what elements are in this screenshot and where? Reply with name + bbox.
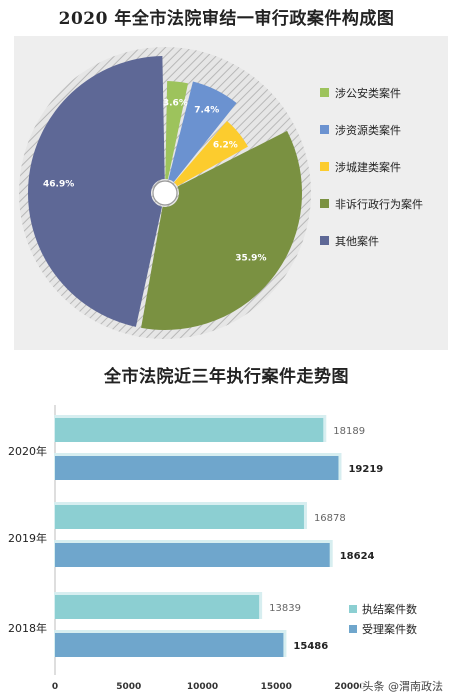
pie-slice-label: 7.4% bbox=[194, 105, 219, 115]
bar-value-label: 18189 bbox=[333, 426, 365, 437]
legend-label: 执结案件数 bbox=[362, 602, 417, 616]
legend-label: 涉城建类案件 bbox=[335, 160, 401, 174]
legend-swatch bbox=[320, 88, 329, 97]
legend-swatch bbox=[320, 199, 329, 208]
x-tick-label: 5000 bbox=[116, 682, 141, 692]
pie-slice-3 bbox=[174, 120, 248, 187]
bar-closed-0 bbox=[55, 418, 324, 442]
legend-swatch bbox=[320, 125, 329, 134]
legend-swatch bbox=[320, 236, 329, 245]
pie-slice-5 bbox=[27, 56, 165, 327]
bar-closed-2 bbox=[55, 595, 260, 619]
pie-center-hole bbox=[152, 180, 178, 206]
pie-slice-label: 35.9% bbox=[235, 254, 266, 264]
bar-value-label: 16878 bbox=[314, 513, 346, 524]
legend-swatch bbox=[349, 625, 357, 633]
bar-value-label: 18624 bbox=[340, 551, 375, 562]
legend-label: 涉公安类案件 bbox=[335, 86, 401, 100]
bar-accepted-0 bbox=[55, 456, 339, 480]
category-label: 2020年 bbox=[8, 444, 47, 458]
pie-slice-label: 3.6% bbox=[163, 99, 188, 109]
bar-chart-title: 全市法院近三年执行案件走势图 bbox=[104, 367, 349, 387]
x-tick-label: 10000 bbox=[187, 682, 218, 692]
pie-chart-title: 2020 年全市法院审结一审行政案件构成图 bbox=[58, 9, 395, 29]
bar-value-label: 19219 bbox=[348, 464, 383, 475]
legend-label: 非诉行政行为案件 bbox=[335, 197, 423, 211]
legend-label: 涉资源类案件 bbox=[335, 123, 401, 137]
legend-label: 受理案件数 bbox=[362, 622, 417, 636]
category-label: 2019年 bbox=[8, 531, 47, 545]
bar-accepted-1 bbox=[55, 543, 330, 567]
bar-closed-1 bbox=[55, 505, 304, 529]
pie-slice-label: 46.9% bbox=[43, 180, 74, 190]
bar-value-label: 13839 bbox=[269, 603, 301, 614]
x-tick-label: 20000 bbox=[334, 682, 365, 692]
category-label: 2018年 bbox=[8, 621, 47, 635]
pie-slice-2 bbox=[168, 81, 237, 183]
legend-label: 其他案件 bbox=[335, 234, 379, 248]
legend-swatch bbox=[349, 605, 357, 613]
legend-swatch bbox=[320, 162, 329, 171]
bar-value-label: 15486 bbox=[293, 641, 328, 652]
watermark-text: 头条 @渭南政法 bbox=[360, 678, 445, 694]
pie-slice-4 bbox=[141, 130, 302, 330]
x-tick-label: 0 bbox=[52, 682, 58, 692]
pie-chart: 3.6% 7.4% 6.2% 35.9% 46.9% bbox=[18, 47, 311, 340]
x-tick-label: 15000 bbox=[261, 682, 292, 692]
pie-slice-1 bbox=[165, 81, 189, 180]
bar-chart: 0 5000 10000 15000 20000 18189 19219 2020年 16878… bbox=[8, 405, 383, 692]
pie-slice-label: 6.2% bbox=[213, 141, 238, 151]
bar-accepted-2 bbox=[55, 633, 284, 657]
